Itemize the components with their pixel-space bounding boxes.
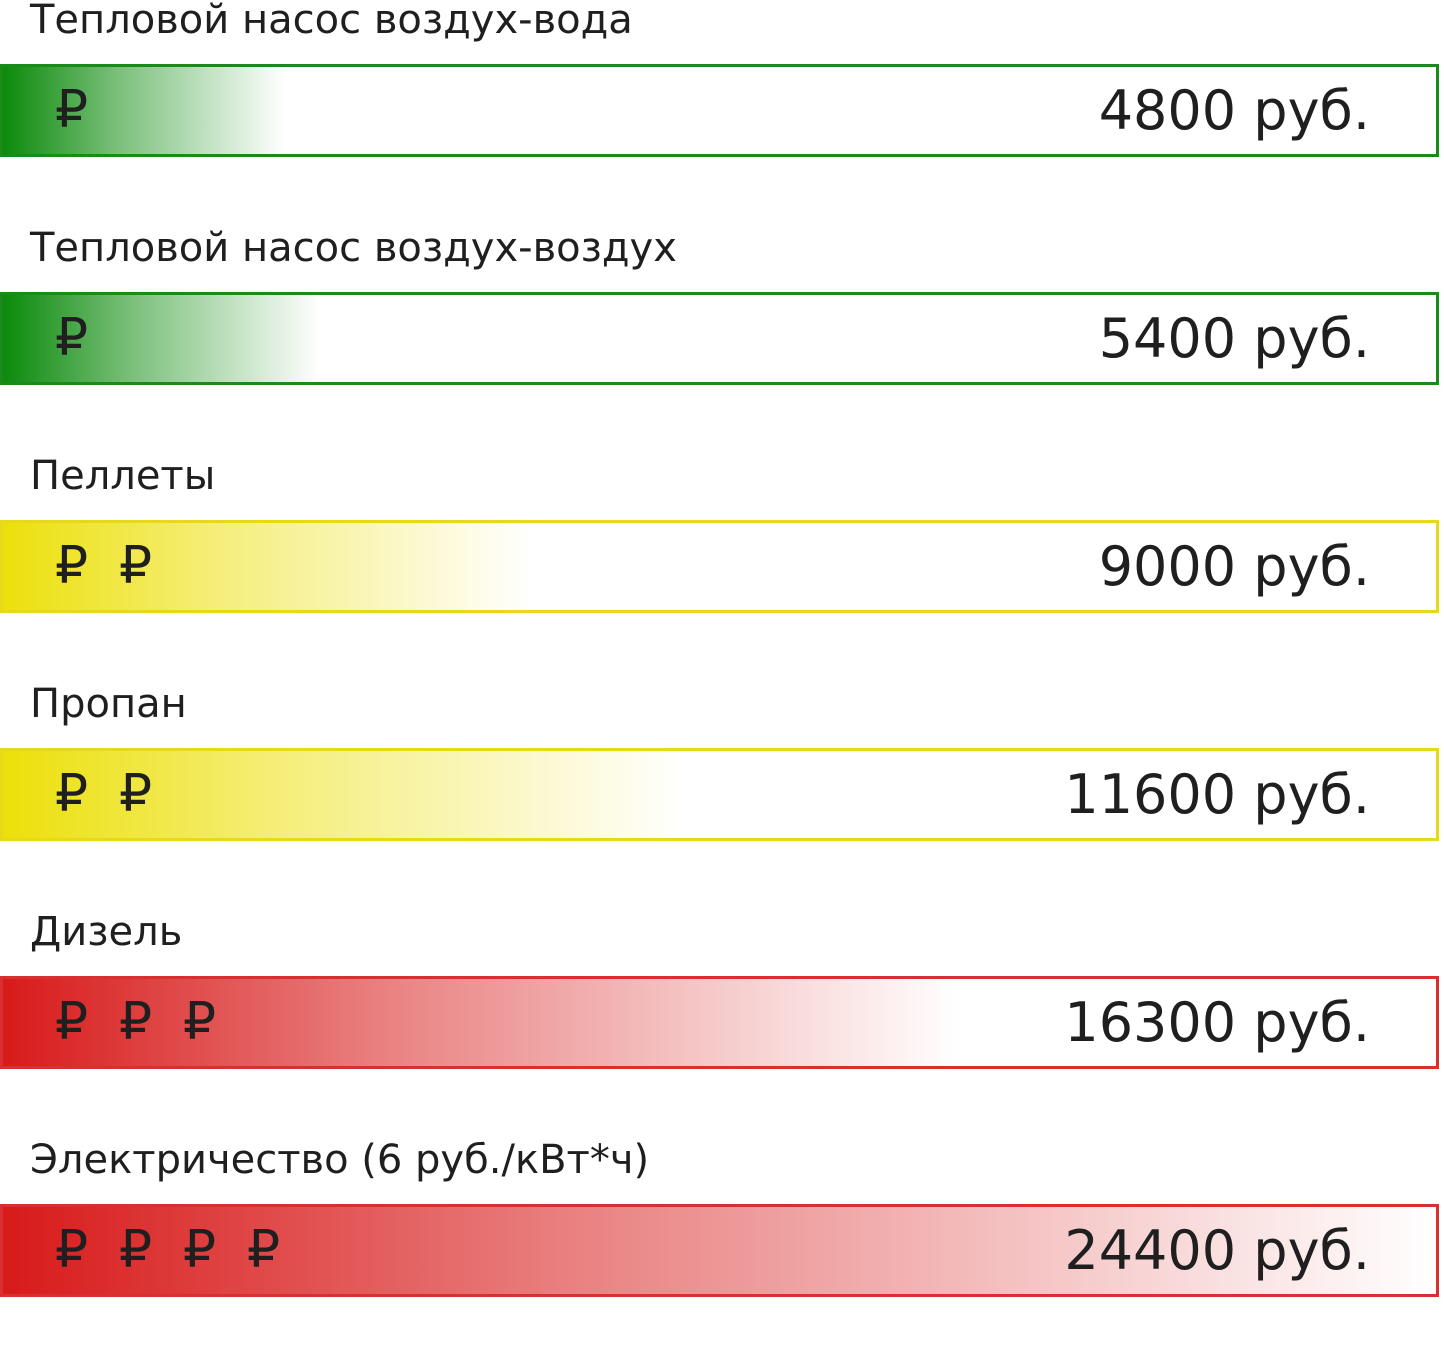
value-label: 5400 руб.	[1098, 307, 1370, 370]
ruble-icon: ₽	[247, 1220, 281, 1280]
value-label: 4800 руб.	[1098, 79, 1370, 142]
ruble-rating: ₽ ₽ ₽ ₽	[55, 1207, 311, 1294]
chart-row: Тепловой насос воздух-воздух ₽5400 руб.	[0, 228, 1444, 456]
ruble-rating: ₽ ₽ ₽	[55, 979, 247, 1066]
ruble-icon: ₽	[119, 764, 153, 824]
bar-frame: ₽5400 руб.	[0, 292, 1439, 385]
bar-frame: ₽ ₽ ₽16300 руб.	[0, 976, 1439, 1069]
ruble-rating: ₽ ₽	[55, 751, 183, 838]
bar-frame: ₽4800 руб.	[0, 64, 1439, 157]
bar-fill	[3, 295, 320, 382]
category-label: Электричество (6 руб./кВт*ч)	[30, 1137, 650, 1183]
bar-fill	[3, 1207, 1436, 1294]
chart-row: Пеллеты ₽ ₽9000 руб.	[0, 456, 1444, 684]
ruble-icon: ₽	[55, 992, 89, 1052]
chart-row: Электричество (6 руб./кВт*ч) ₽ ₽ ₽ ₽24400 ру…	[0, 1140, 1444, 1368]
ruble-icon: ₽	[55, 308, 89, 368]
value-label: 24400 руб.	[1064, 1219, 1370, 1282]
ruble-icon: ₽	[55, 764, 89, 824]
category-label: Пеллеты	[30, 453, 216, 499]
ruble-icon: ₽	[119, 1220, 153, 1280]
bar-fill	[3, 751, 684, 838]
ruble-rating: ₽ ₽	[55, 523, 183, 610]
ruble-icon: ₽	[183, 992, 217, 1052]
category-label: Тепловой насос воздух-вода	[30, 0, 633, 43]
ruble-rating: ₽	[55, 295, 119, 382]
ruble-rating: ₽	[55, 67, 119, 154]
chart-row: Пропан ₽ ₽11600 руб.	[0, 684, 1444, 912]
bar-fill	[3, 523, 532, 610]
bar-frame: ₽ ₽9000 руб.	[0, 520, 1439, 613]
bar-frame: ₽ ₽ ₽ ₽24400 руб.	[0, 1204, 1439, 1297]
bar-fill	[3, 979, 960, 1066]
ruble-icon: ₽	[183, 1220, 217, 1280]
category-label: Пропан	[30, 681, 187, 727]
chart-row: Тепловой насос воздух-вода ₽4800 руб.	[0, 0, 1444, 228]
ruble-icon: ₽	[55, 1220, 89, 1280]
bar-frame: ₽ ₽11600 руб.	[0, 748, 1439, 841]
category-label: Тепловой насос воздух-воздух	[30, 225, 677, 271]
value-label: 9000 руб.	[1098, 535, 1370, 598]
ruble-icon: ₽	[119, 992, 153, 1052]
ruble-icon: ₽	[119, 536, 153, 596]
category-label: Дизель	[30, 909, 183, 955]
ruble-icon: ₽	[55, 536, 89, 596]
ruble-icon: ₽	[55, 80, 89, 140]
value-label: 11600 руб.	[1064, 763, 1370, 826]
value-label: 16300 руб.	[1064, 991, 1370, 1054]
chart-row: Дизель ₽ ₽ ₽16300 руб.	[0, 912, 1444, 1140]
bar-fill	[3, 67, 285, 154]
